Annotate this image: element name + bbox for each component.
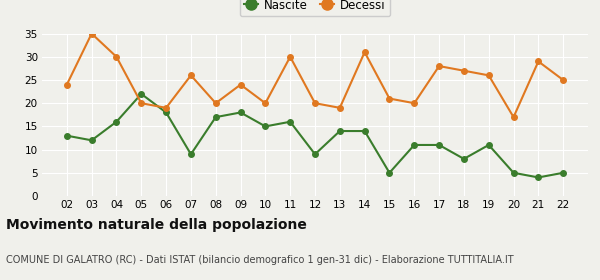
Nascite [187,153,194,156]
Nascite [212,115,220,119]
Decessi [113,55,120,59]
Nascite [560,171,567,174]
Decessi [560,78,567,82]
Decessi [63,83,70,86]
Decessi [311,102,319,105]
Nascite [88,139,95,142]
Nascite [336,129,343,133]
Nascite [361,129,368,133]
Nascite [485,143,493,147]
Decessi [137,102,145,105]
Decessi [262,102,269,105]
Text: Movimento naturale della popolazione: Movimento naturale della popolazione [6,218,307,232]
Nascite [237,111,244,114]
Nascite [137,92,145,95]
Decessi [436,64,443,68]
Nascite [262,125,269,128]
Decessi [361,50,368,54]
Nascite [535,176,542,179]
Decessi [88,32,95,35]
Decessi [386,97,393,100]
Decessi [237,83,244,86]
Decessi [535,60,542,63]
Nascite [311,153,319,156]
Decessi [163,106,170,109]
Decessi [485,74,493,77]
Nascite [287,120,294,123]
Decessi [187,74,194,77]
Decessi [410,102,418,105]
Nascite [113,120,120,123]
Nascite [460,157,467,160]
Nascite [63,134,70,137]
Decessi [510,115,517,119]
Text: COMUNE DI GALATRO (RC) - Dati ISTAT (bilancio demografico 1 gen-31 dic) - Elabor: COMUNE DI GALATRO (RC) - Dati ISTAT (bil… [6,255,514,265]
Line: Decessi: Decessi [64,31,566,120]
Line: Nascite: Nascite [64,91,566,180]
Decessi [460,69,467,73]
Legend: Nascite, Decessi: Nascite, Decessi [239,0,391,17]
Nascite [163,111,170,114]
Nascite [410,143,418,147]
Decessi [336,106,343,109]
Decessi [287,55,294,59]
Nascite [436,143,443,147]
Decessi [212,102,220,105]
Nascite [386,171,393,174]
Nascite [510,171,517,174]
